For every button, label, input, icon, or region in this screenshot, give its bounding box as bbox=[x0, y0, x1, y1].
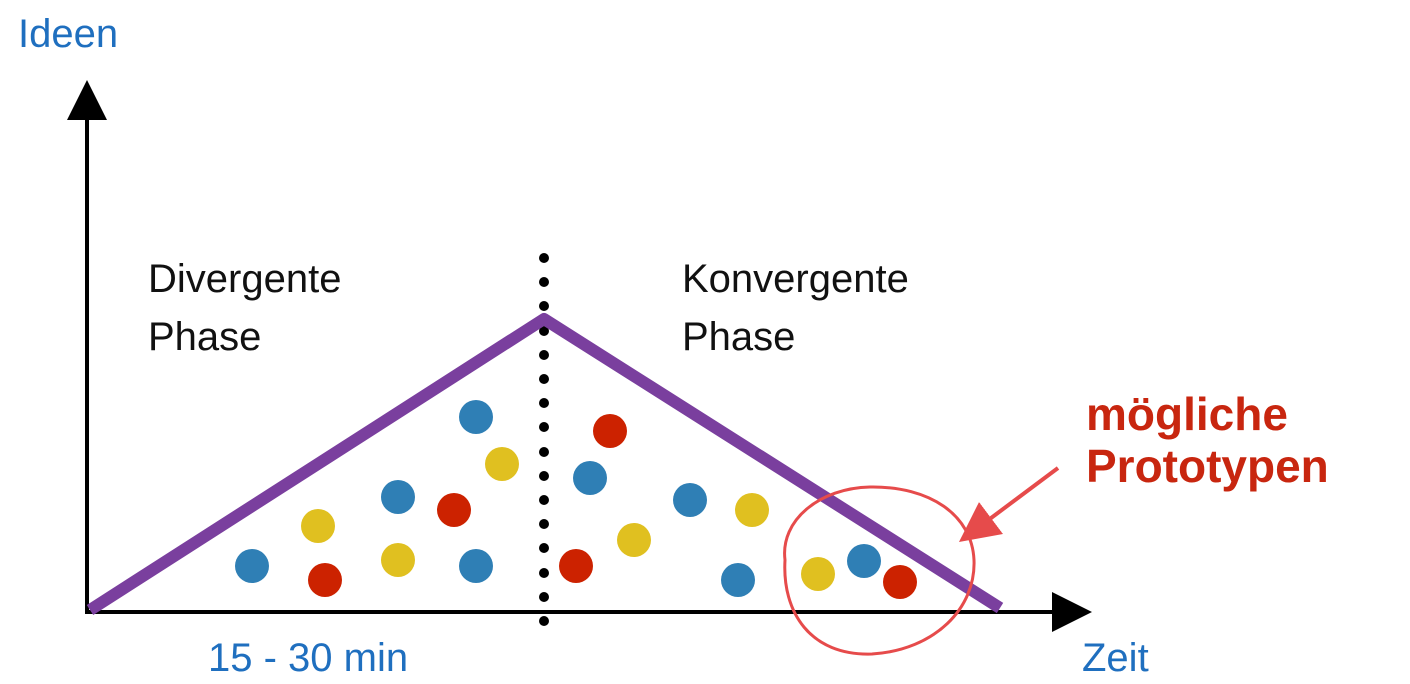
divider-dot bbox=[539, 277, 549, 287]
idea-dot-red bbox=[308, 563, 342, 597]
annotation-arrow bbox=[958, 466, 1060, 542]
idea-dot-red bbox=[883, 565, 917, 599]
idea-dot-blue bbox=[573, 461, 607, 495]
divider-dot bbox=[539, 374, 549, 384]
duration-label: 15 - 30 min bbox=[208, 636, 409, 680]
idea-dot-yellow bbox=[735, 493, 769, 527]
convergent-phase-line2: Phase bbox=[682, 315, 796, 359]
idea-dot-blue bbox=[721, 563, 755, 597]
idea-dot-yellow bbox=[485, 447, 519, 481]
divergent-phase-line2: Phase bbox=[148, 315, 262, 359]
divider-dot bbox=[539, 326, 549, 336]
idea-dot-red bbox=[437, 493, 471, 527]
phase-triangle-line bbox=[86, 313, 1004, 616]
divider-dot bbox=[539, 519, 549, 529]
prototypes-annotation-line1: mögliche bbox=[1086, 388, 1288, 440]
convergent-phase-line1: Konvergente bbox=[682, 257, 909, 301]
divider-dot bbox=[539, 253, 549, 263]
prototypes-annotation: mögliche Prototypen bbox=[1086, 388, 1329, 493]
idea-dot-blue bbox=[381, 480, 415, 514]
divider-dot bbox=[539, 471, 549, 481]
divider-dot bbox=[539, 301, 549, 311]
prototypes-annotation-line2: Prototypen bbox=[1086, 440, 1329, 493]
divider-dot bbox=[539, 422, 549, 432]
convergent-phase-label: Konvergente Phase bbox=[682, 250, 909, 366]
idea-dot-blue bbox=[673, 483, 707, 517]
prototype-highlight-circle bbox=[783, 485, 976, 656]
idea-dot-yellow bbox=[801, 557, 835, 591]
idea-dots bbox=[235, 400, 917, 599]
idea-dot-yellow bbox=[381, 543, 415, 577]
idea-dot-blue bbox=[235, 549, 269, 583]
idea-dot-blue bbox=[459, 400, 493, 434]
y-axis-label: Ideen bbox=[18, 12, 119, 56]
divider-dot bbox=[539, 568, 549, 578]
divider-dot bbox=[539, 398, 549, 408]
idea-dot-blue bbox=[459, 549, 493, 583]
divider-dot bbox=[539, 616, 549, 626]
idea-dot-blue bbox=[847, 544, 881, 578]
divider-dot bbox=[539, 447, 549, 457]
divider-dot bbox=[539, 543, 549, 553]
divergent-phase-line1: Divergente bbox=[148, 257, 342, 301]
divider-dot bbox=[539, 350, 549, 360]
divergent-phase-label: Divergente Phase bbox=[148, 250, 341, 366]
idea-dot-red bbox=[593, 414, 627, 448]
divider-dot bbox=[539, 495, 549, 505]
idea-dot-yellow bbox=[617, 523, 651, 557]
phase-divider-dotted-line bbox=[539, 253, 549, 626]
idea-dot-red bbox=[559, 549, 593, 583]
idea-dot-yellow bbox=[301, 509, 335, 543]
divider-dot bbox=[539, 592, 549, 602]
x-axis-label: Zeit bbox=[1082, 636, 1149, 680]
